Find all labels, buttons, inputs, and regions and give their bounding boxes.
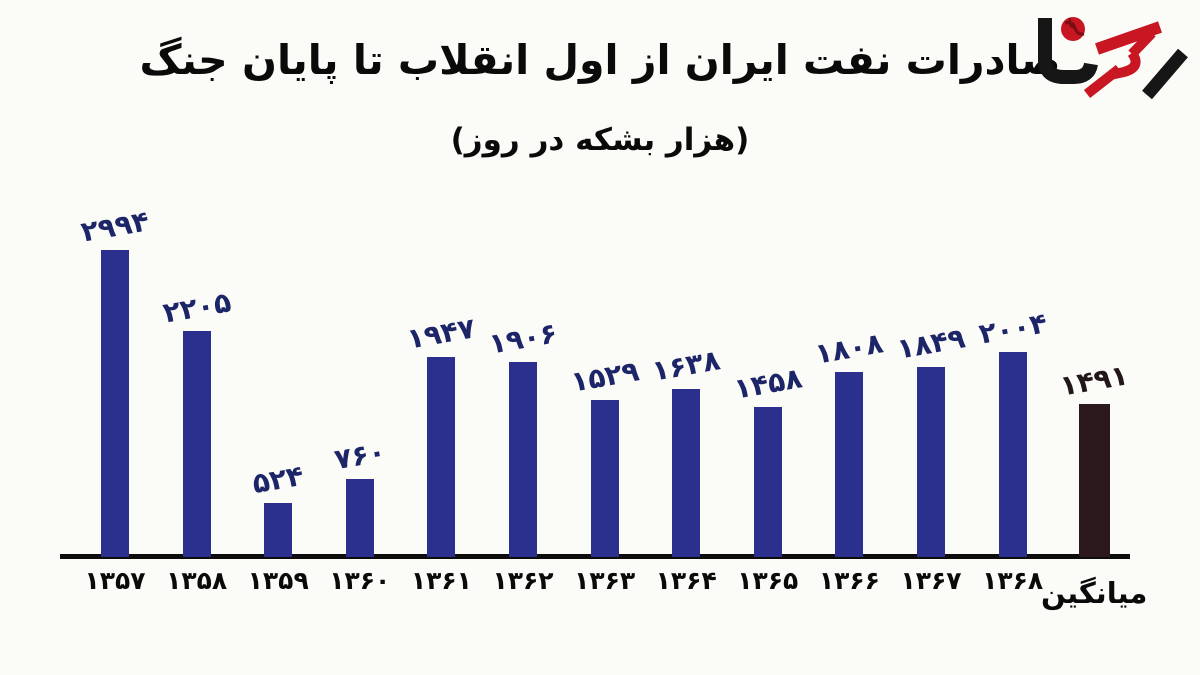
x-tick-label-mean: میانگین xyxy=(1041,576,1148,610)
x-tick-label: ۱۳۶۸ xyxy=(982,566,1044,595)
bar-value-label: ۱۸۰۸ xyxy=(812,326,886,371)
bar-value-label: ۲۲۰۵ xyxy=(160,285,234,330)
x-tick-label: ۱۳۶۴ xyxy=(655,566,717,595)
bar-year-1359 xyxy=(264,503,293,557)
chart-subtitle: (هزار بشکه در روز) xyxy=(450,122,750,158)
bar-value-label: ۱۹۰۶ xyxy=(486,316,560,361)
x-tick-label: ۱۳۶۵ xyxy=(737,566,799,595)
bar-value-label: ۷۶۰ xyxy=(331,434,388,477)
bar-year-1368 xyxy=(998,352,1027,557)
rokna-logo-svg xyxy=(1038,17,1188,100)
bar-value-label: ۱۴۹۱ xyxy=(1057,358,1131,403)
bar-mean xyxy=(1078,404,1110,557)
bar-year-1362 xyxy=(509,362,537,557)
bar-year-1360 xyxy=(345,479,374,557)
x-tick-label: ۱۳۶۱ xyxy=(410,566,472,595)
bar-value-label: ۱۸۴۹ xyxy=(894,321,968,366)
x-tick-label: ۱۳۶۳ xyxy=(574,566,636,595)
bar-year-1357 xyxy=(101,250,129,557)
x-tick-label: ۱۳۶۲ xyxy=(492,566,554,595)
bar-year-1364 xyxy=(672,389,701,557)
bar-value-label: ۲۰۰۴ xyxy=(976,306,1050,351)
bar-value-label: ۱۶۳۸ xyxy=(649,343,723,388)
x-tick-label: ۱۳۵۷ xyxy=(84,566,146,595)
bar-value-label: ۵۲۴ xyxy=(250,458,307,501)
rokna-logo-icon xyxy=(1026,4,1188,100)
bar-year-1358 xyxy=(182,331,211,557)
x-tick-label: ۱۳۶۷ xyxy=(900,566,962,595)
bar-value-label: ۲۹۹۴ xyxy=(78,204,152,249)
chart-title: صادرات نفت ایران از اول انقلاب تا پایان … xyxy=(139,36,1061,84)
bar-year-1363 xyxy=(590,400,619,557)
bar-value-label: ۱۵۲۹ xyxy=(568,354,642,399)
bar-value-label: ۱۹۴۷ xyxy=(404,311,478,356)
bar-year-1365 xyxy=(753,407,782,557)
bar-year-1361 xyxy=(427,357,456,557)
bar-year-1367 xyxy=(917,367,945,557)
x-tick-label: ۱۳۶۶ xyxy=(818,566,880,595)
bar-value-label: ۱۴۵۸ xyxy=(731,361,805,406)
x-tick-label: ۱۳۶۰ xyxy=(329,566,391,595)
bar-year-1366 xyxy=(835,372,864,557)
x-tick-label: ۱۳۵۹ xyxy=(247,566,309,595)
x-tick-label: ۱۳۵۸ xyxy=(166,566,228,595)
